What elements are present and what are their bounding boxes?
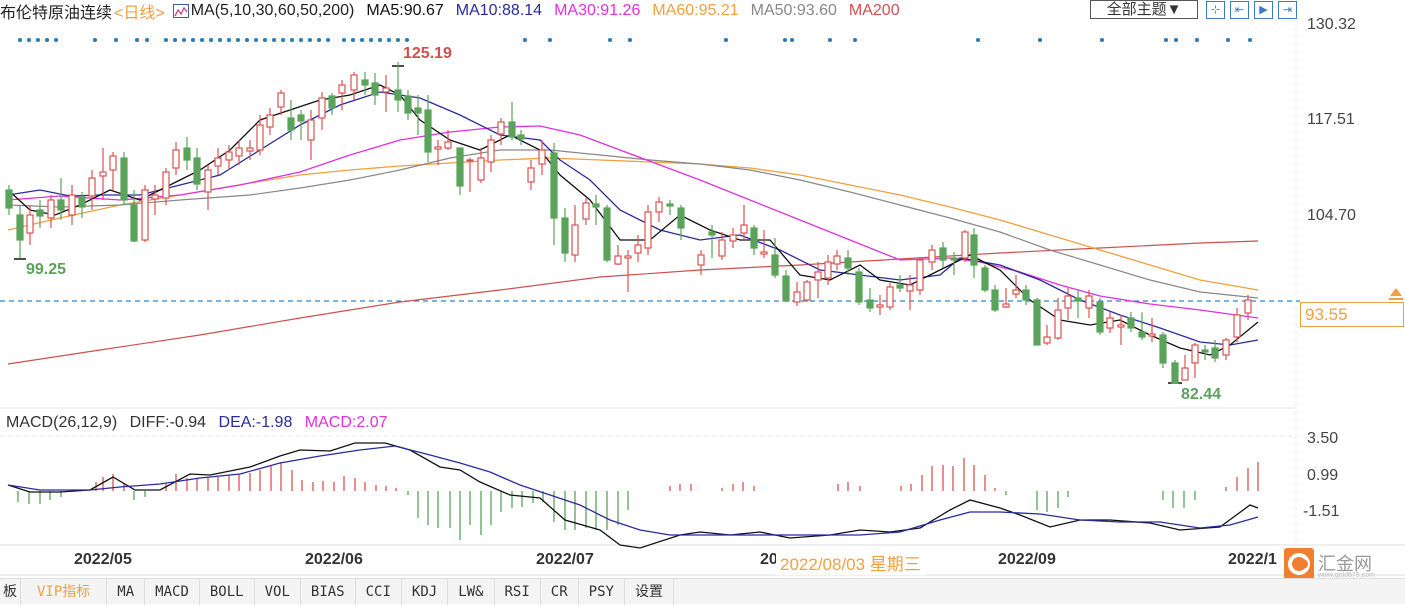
candles [5, 62, 1252, 384]
ma-params: MA(5,10,30,60,50,200) [190, 2, 355, 19]
ma200-value: MA200 [848, 2, 900, 19]
low-marker-left: 99.25 [26, 261, 67, 278]
signal-dots [18, 38, 1252, 42]
tab-vol[interactable]: VOL [255, 579, 301, 605]
logo-icon [1284, 548, 1314, 580]
x-tick-sep: 2022/09 [998, 551, 1056, 568]
tab-settings[interactable]: 设置 [625, 579, 674, 605]
macd-value: MACD:2.07 [304, 414, 388, 431]
macd-params: MACD(26,12,9) [6, 414, 118, 431]
logo-text: 汇金网 [1318, 554, 1372, 574]
ma-indicator-icon[interactable] [172, 4, 189, 18]
macd-histogram [17, 458, 1259, 540]
tab-macd[interactable]: MACD [145, 579, 200, 605]
tab-boll[interactable]: BOLL [200, 579, 255, 605]
ma30-value: MA30:91.26 [554, 2, 641, 19]
ma50-line [7, 149, 1259, 299]
tab-bias[interactable]: BIAS [301, 579, 356, 605]
current-price-tag: 93.55 [1300, 302, 1404, 327]
tab-kdj[interactable]: KDJ [402, 579, 449, 605]
ma60-value: MA60:95.21 [652, 2, 739, 19]
x-tick-oct: 2022/1 [1228, 551, 1277, 568]
x-tick-may: 2022/05 [74, 551, 132, 568]
macd-tick-2: 0.99 [1307, 467, 1339, 484]
macd-dea: DEA:-1.98 [218, 414, 293, 431]
macd-tick-1: 3.50 [1307, 430, 1339, 447]
x-tick-jun: 2022/06 [305, 551, 363, 568]
ma10-value: MA10:88.14 [455, 2, 543, 19]
tab-rsi[interactable]: RSI [495, 579, 541, 605]
low-marker-right: 82.44 [1181, 386, 1222, 403]
y-tick-1: 130.32 [1307, 16, 1356, 33]
crosshair-icon[interactable]: ⊹ [1206, 1, 1225, 19]
ma5-line [7, 84, 1259, 356]
macd-legend: MACD(26,12,9) DIFF:-0.94 DEA:-1.98 MACD:… [6, 414, 396, 432]
ma5-value: MA5:90.67 [366, 2, 444, 19]
tab-vip[interactable]: VIP指标 [21, 579, 108, 605]
ma50-value: MA50:93.60 [750, 2, 837, 19]
period-selector[interactable]: <日线> [114, 5, 165, 22]
tab-lw[interactable]: LW& [448, 579, 495, 605]
zoom-in-icon[interactable]: ⇤ [1230, 1, 1249, 19]
play-icon[interactable]: ▶ [1254, 1, 1273, 19]
theme-dropdown[interactable]: 全部主题▼ [1090, 0, 1198, 19]
expand-icon[interactable]: ⇥ [1278, 1, 1297, 19]
tab-partial[interactable]: 板 [0, 579, 21, 605]
tab-cr[interactable]: CR [541, 579, 579, 605]
logo-subtext: www.gold678.com [1318, 572, 1375, 579]
site-logo: 汇金网 www.gold678.com [1284, 548, 1404, 582]
chart-header: 布伦特原油连续 <日线> MA(5,10,30,60,50,200) MA5:9… [0, 0, 1300, 22]
tab-psy[interactable]: PSY [579, 579, 625, 605]
high-marker: 125.19 [403, 45, 452, 62]
macd-tick-3: -1.51 [1303, 503, 1340, 520]
ma200-line [7, 240, 1259, 365]
instrument-title: 布伦特原油连续 [0, 5, 113, 22]
indicator-tabs: 板 VIP指标 MA MACD BOLL VOL BIAS CCI KDJ LW… [0, 578, 1405, 605]
x-tick-aug: 20 [760, 551, 778, 568]
diff-line [7, 442, 1259, 549]
ma30-line [7, 125, 1259, 319]
tab-ma[interactable]: MA [107, 579, 146, 605]
dea-line [7, 445, 1259, 536]
macd-diff: DIFF:-0.94 [129, 414, 207, 431]
x-tick-jul: 2022/07 [536, 551, 594, 568]
tab-cci[interactable]: CCI [356, 579, 402, 605]
y-tick-2: 117.51 [1307, 111, 1355, 128]
cursor-date-label: 2022/08/03 星期三 [776, 550, 925, 575]
y-tick-3: 104.70 [1307, 207, 1356, 224]
